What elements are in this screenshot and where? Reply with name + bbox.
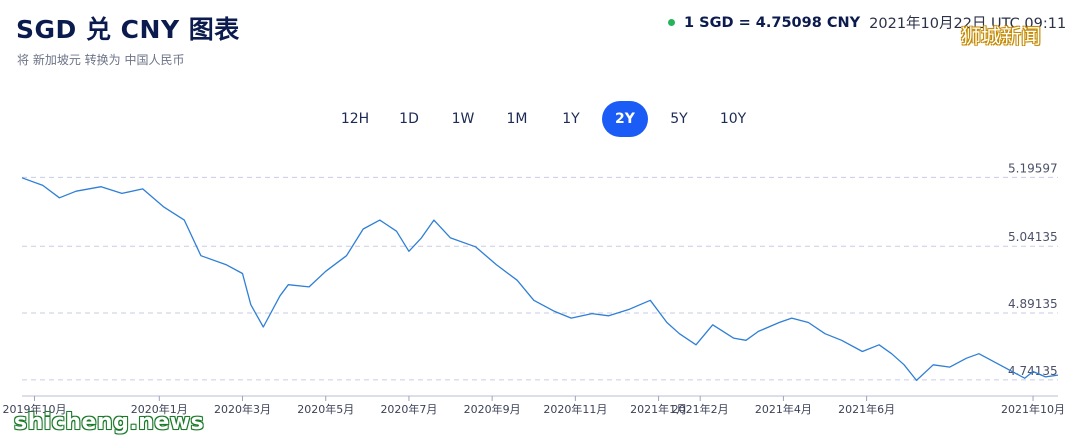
tab-1y[interactable]: 1Y xyxy=(562,111,580,127)
current-rate: 1 SGD = 4.75098 CNY 2021年10月22日 UTC 09:1… xyxy=(668,12,1066,33)
x-tick-label: 2021年1月 xyxy=(630,402,687,416)
x-tick-label: 2021年10月 xyxy=(1001,402,1065,416)
live-status-dot-icon xyxy=(668,19,675,26)
x-tick-label: 2020年3月 xyxy=(214,402,271,416)
x-tick-label: 2021年2月 xyxy=(672,402,729,416)
rate-timestamp: 2021年10月22日 UTC 09:11 xyxy=(869,16,1067,32)
tab-2y[interactable]: 2Y xyxy=(602,101,648,137)
x-tick-label: 2020年1月 xyxy=(131,402,188,416)
x-tick-label: 2021年4月 xyxy=(755,402,812,416)
x-tick-label: 2021年6月 xyxy=(838,402,895,416)
tab-1m[interactable]: 1M xyxy=(506,111,528,127)
page-title: SGD 兑 CNY 图表 xyxy=(16,15,240,44)
x-tick-label: 2020年11月 xyxy=(543,402,607,416)
tab-12h[interactable]: 12H xyxy=(340,111,370,127)
range-tabs: 12H 1D 1W 1M 1Y 2Y 5Y 10Y xyxy=(332,101,764,137)
x-tick-label: 2020年5月 xyxy=(297,402,354,416)
y-tick-label: 5.19597 xyxy=(1008,161,1058,175)
watermark-bottom-left: shicheng.news xyxy=(14,410,205,435)
tab-1d[interactable]: 1D xyxy=(399,111,419,127)
x-tick-label: 2020年9月 xyxy=(464,402,521,416)
y-tick-label: 4.89135 xyxy=(1008,297,1058,311)
page-subtitle: 将 新加坡元 转换为 中国人民币 xyxy=(17,53,185,67)
tab-10y[interactable]: 10Y xyxy=(719,111,747,127)
rate-value: 1 SGD = 4.75098 CNY xyxy=(684,14,861,31)
x-tick-label: 2020年7月 xyxy=(380,402,437,416)
y-tick-label: 5.04135 xyxy=(1008,230,1058,244)
x-tick-label: 2019年10月 xyxy=(2,402,66,416)
series-line xyxy=(21,177,1059,382)
tab-1w[interactable]: 1W xyxy=(451,111,475,127)
watermark-top-right: 狮城新闻 xyxy=(961,24,1041,48)
tab-5y[interactable]: 5Y xyxy=(670,111,688,127)
y-tick-label: 4.74135 xyxy=(1008,364,1058,378)
